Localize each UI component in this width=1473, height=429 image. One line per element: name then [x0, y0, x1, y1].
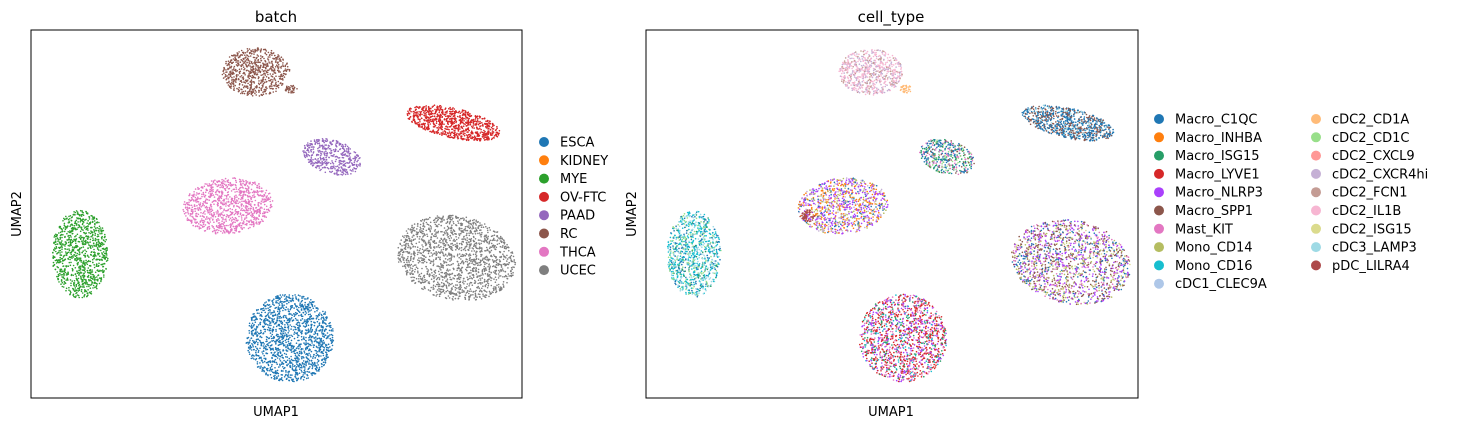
batch-legend-marker-mye — [539, 173, 549, 184]
cell-type-legend-marker-macro-spp1 — [1154, 205, 1164, 216]
cell-type-panel: cell_type UMAP1 UMAP2 Macro_C1QC Macro_IN… — [625, 8, 1428, 420]
batch-legend-marker-thca — [539, 246, 549, 257]
cluster-upper-right — [1021, 104, 1115, 142]
cell-type-legend-label-macro-c1qc: Macro_C1QC — [1175, 113, 1258, 128]
batch-panel: batch UMAP1 UMAP2 ESCA KIDNEY MYE OV-FTC PAA… — [10, 8, 608, 420]
cell-type-legend-marker-macro-inhba — [1154, 132, 1164, 143]
cell-type-legend-label-cdc2-fcn1: cDC2_FCN1 — [1332, 186, 1408, 201]
mye-cluster — [51, 209, 109, 299]
cell-type-legend-label-macro-lyve1: Macro_LYVE1 — [1175, 167, 1260, 182]
cell-type-axes-frame — [645, 29, 1139, 399]
pdc-cluster — [799, 209, 816, 223]
batch-legend-label-rc: RC — [560, 227, 577, 242]
cell-type-xlabel: UMAP1 — [868, 405, 914, 420]
cell-type-legend-label-mono-cd16: Mono_CD16 — [1175, 259, 1253, 274]
batch-legend-label-ucec: UCEC — [560, 264, 596, 279]
cell-type-legend-marker-cdc2-cd1c — [1311, 132, 1321, 143]
cluster-left — [666, 210, 722, 298]
thca-cluster — [182, 177, 274, 235]
cell-type-legend-label-macro-nlrp3: Macro_NLRP3 — [1175, 186, 1263, 201]
cell-type-legend-marker-cdc2-cxcr4hi — [1311, 168, 1321, 179]
cell-type-legend-marker-macro-nlrp3 — [1154, 187, 1164, 198]
ov-ftc-cluster — [406, 104, 501, 142]
batch-legend-marker-ov-ftc — [539, 191, 549, 202]
cell-type-legend-marker-mono-cd14 — [1154, 242, 1164, 253]
batch-legend: ESCA KIDNEY MYE OV-FTC PAAD RC THCA UCEC — [539, 136, 608, 279]
batch-legend-label-mye: MYE — [560, 172, 587, 187]
cell-type-legend-label-mono-cd14: Mono_CD14 — [1175, 241, 1253, 256]
batch-legend-label-paad: PAAD — [560, 209, 595, 224]
cell-type-legend-label-cdc2-cxcl9: cDC2_CXCL9 — [1332, 149, 1415, 164]
cluster-top-small — [899, 84, 912, 94]
rc-cluster — [221, 47, 291, 97]
rc-cluster-small — [284, 84, 298, 94]
cell-type-legend-label-macro-inhba: Macro_INHBA — [1175, 131, 1262, 146]
esca-cluster — [245, 294, 335, 383]
cell-type-point-cloud — [666, 48, 1131, 383]
cluster-bottom — [859, 293, 948, 383]
cell-type-legend-marker-pdc-lilra4 — [1311, 260, 1321, 271]
batch-point-cloud — [51, 47, 517, 383]
cell-type-legend-marker-macro-lyve1 — [1154, 168, 1164, 179]
paad-cluster — [302, 138, 362, 176]
cell-type-title: cell_type — [858, 8, 925, 27]
batch-legend-marker-ucec — [539, 265, 549, 276]
cell-type-legend-marker-macro-c1qc — [1154, 114, 1164, 124]
batch-legend-marker-esca — [539, 137, 549, 147]
cell-type-legend-marker-cdc2-cd1a — [1311, 114, 1321, 124]
cell-type-legend-label-macro-spp1: Macro_SPP1 — [1175, 204, 1253, 219]
cell-type-legend-label-mast-kit: Mast_KIT — [1175, 222, 1233, 237]
cell-type-legend-marker-cdc1-clec9a — [1154, 278, 1164, 289]
cell-type-legend-label-cdc2-il1b: cDC2_IL1B — [1332, 204, 1401, 219]
cluster-middle — [797, 177, 889, 235]
cell-type-legend-marker-cdc2-isg15 — [1311, 223, 1321, 234]
cell-type-legend-label-cdc2-cd1c: cDC2_CD1C — [1332, 131, 1409, 146]
cluster-right — [1011, 219, 1131, 306]
cell-type-legend-marker-cdc2-il1b — [1311, 205, 1321, 216]
cell-type-legend-label-macro-isg15: Macro_ISG15 — [1175, 149, 1260, 164]
cell-type-legend-label-pdc-lilra4: pDC_LILRA4 — [1332, 259, 1410, 274]
cell-type-legend-marker-cdc3-lamp3 — [1311, 242, 1321, 253]
batch-legend-label-thca: THCA — [559, 245, 596, 260]
batch-legend-marker-kidney — [539, 155, 549, 166]
cell-type-legend-label-cdc2-cd1a: cDC2_CD1A — [1332, 113, 1409, 128]
batch-axes-frame — [30, 29, 523, 399]
cell-type-legend-marker-cdc2-cxcl9 — [1311, 150, 1321, 161]
cluster-top — [838, 48, 903, 96]
cell-type-legend-label-cdc3-lamp3: cDC3_LAMP3 — [1332, 241, 1417, 256]
cell-type-legend-marker-mono-cd16 — [1154, 260, 1164, 271]
cell-type-legend-marker-mast-kit — [1154, 223, 1164, 234]
batch-legend-marker-rc — [539, 228, 549, 239]
batch-xlabel: UMAP1 — [253, 405, 299, 420]
batch-ylabel: UMAP2 — [10, 191, 25, 237]
cell-type-legend-label-cdc1-clec9a: cDC1_CLEC9A — [1175, 277, 1267, 292]
batch-legend-label-ov-ftc: OV-FTC — [560, 190, 606, 205]
batch-title: batch — [255, 8, 297, 26]
cell-type-ylabel: UMAP2 — [625, 191, 640, 237]
cell-type-legend-label-cdc2-cxcr4hi: cDC2_CXCR4hi — [1332, 167, 1428, 182]
cell-type-legend-marker-macro-isg15 — [1154, 150, 1164, 161]
batch-legend-label-esca: ESCA — [560, 136, 595, 151]
cell-type-legend-label-cdc2-isg15: cDC2_ISG15 — [1332, 222, 1412, 237]
batch-legend-label-kidney: KIDNEY — [560, 154, 608, 169]
ucec-cluster — [397, 214, 517, 301]
batch-legend-marker-paad — [539, 210, 549, 221]
cluster-middle-small — [919, 138, 975, 176]
cell-type-legend: Macro_C1QC Macro_INHBA Macro_ISG15 Macro_LY… — [1154, 113, 1428, 292]
cell-type-legend-marker-cdc2-fcn1 — [1311, 187, 1321, 198]
